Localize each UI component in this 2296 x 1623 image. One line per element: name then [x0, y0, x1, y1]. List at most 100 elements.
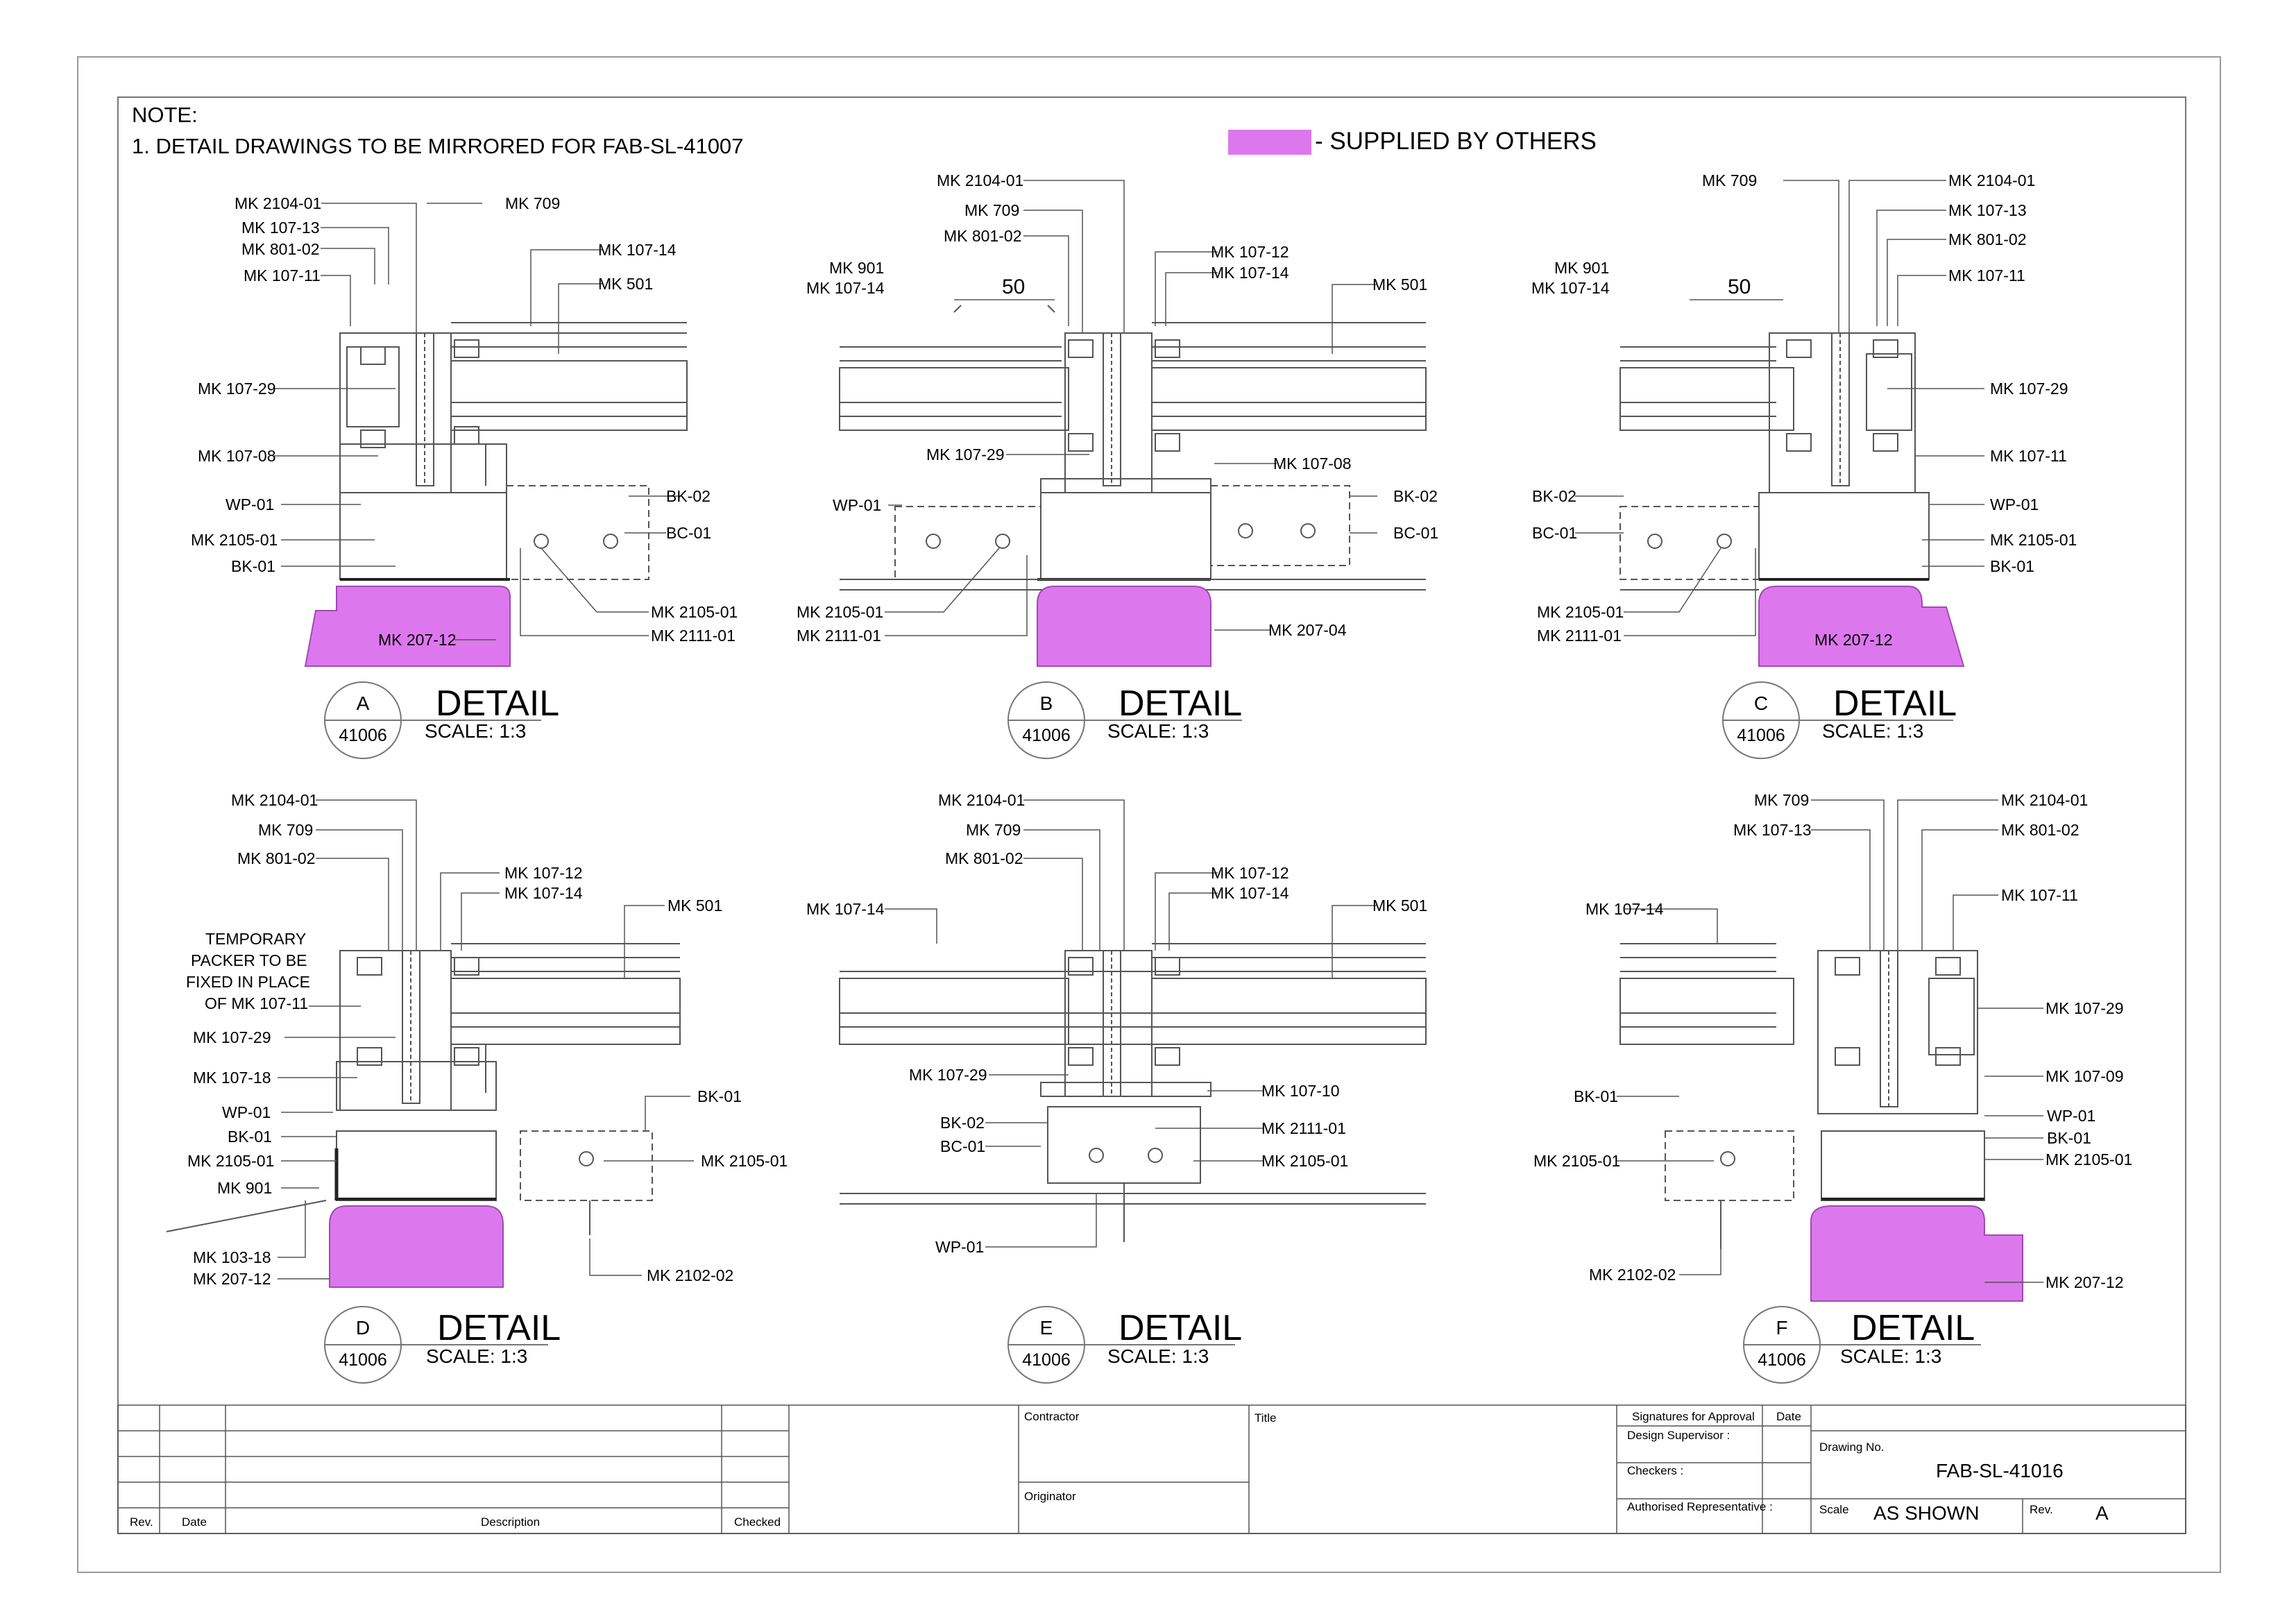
detail-title: DETAIL	[437, 1308, 561, 1348]
part-label: MK 107-14	[1211, 264, 1289, 282]
part-label: MK 801-02	[945, 849, 1023, 867]
part-label: MK 107-29	[198, 380, 276, 398]
detail-title: DETAIL	[1119, 1308, 1243, 1348]
part-label: MK 2111-01	[1537, 627, 1622, 645]
part-label: WP-01	[226, 495, 275, 513]
detail-scale: SCALE: 1:3	[1107, 1345, 1209, 1367]
detail-scale: SCALE: 1:3	[1822, 720, 1924, 742]
detail-bubbles	[324, 681, 1981, 1384]
part-label: MK 107-12	[504, 864, 583, 882]
part-label: MK 2105-01	[191, 531, 278, 549]
leader-lines	[274, 180, 2043, 1283]
part-label: BK-02	[666, 487, 711, 505]
part-label: MK 107-11	[1948, 266, 2025, 284]
part-label: MK 107-11	[1990, 447, 2067, 465]
detail-f-supplied	[1810, 1205, 2023, 1302]
part-label: MK 2105-01	[187, 1152, 275, 1170]
part-label: MK 801-02	[1948, 230, 2027, 248]
detail-f-drawing	[1619, 943, 1985, 1249]
part-label: BK-01	[228, 1128, 272, 1146]
part-label: MK 107-13	[241, 219, 320, 237]
checkers-label: Checkers :	[1627, 1464, 1684, 1477]
part-label: MK 107-29	[1990, 380, 2068, 398]
description-column-header: Description	[481, 1515, 541, 1529]
detail-letter: E	[1039, 1317, 1053, 1339]
part-label: BK-01	[697, 1087, 742, 1105]
part-label: MK 709	[1702, 171, 1758, 189]
scale-value: AS SHOWN	[1873, 1502, 1980, 1524]
part-label: MK 709	[258, 821, 314, 839]
part-label: PACKER TO BE	[191, 951, 307, 969]
checked-column-header: Checked	[734, 1515, 781, 1529]
part-label: BK-02	[1532, 487, 1576, 505]
part-label: MK 107-09	[2046, 1067, 2124, 1085]
part-label: MK 107-14	[1531, 279, 1610, 297]
part-label: MK 107-08	[198, 447, 276, 465]
part-label: MK 107-12	[1211, 864, 1289, 882]
part-label: MK 709	[966, 821, 1021, 839]
part-label: MK 501	[598, 275, 654, 293]
part-label: MK 2104-01	[231, 791, 318, 809]
part-label: BK-02	[1393, 487, 1438, 505]
dimension-label: 50	[1002, 275, 1026, 298]
detail-scale: SCALE: 1:3	[425, 720, 527, 742]
detail-sheet-ref: 41006	[1022, 1350, 1071, 1370]
detail-sheet-ref: 41006	[1737, 726, 1785, 745]
part-label: MK 107-18	[193, 1069, 271, 1087]
part-label: MK 801-02	[237, 849, 316, 867]
part-label: BC-01	[1532, 524, 1578, 542]
supplied-by-others-swatch	[1228, 130, 1311, 155]
detail-scale: SCALE: 1:3	[426, 1345, 528, 1367]
detail-sheet-ref: 41006	[1022, 726, 1071, 745]
rev-column-header: Rev.	[130, 1515, 153, 1529]
detail-c-drawing	[1619, 332, 1930, 590]
part-label: MK 801-02	[2001, 821, 2080, 839]
note-heading: NOTE:	[132, 103, 198, 127]
part-label: MK 207-04	[1268, 621, 1347, 639]
part-label: MK 107-29	[926, 445, 1005, 464]
part-label: MK 2105-01	[2046, 1150, 2133, 1169]
revision-label: Rev.	[2030, 1503, 2053, 1516]
revision-value: A	[2095, 1502, 2109, 1524]
part-label: MK 107-14	[806, 900, 885, 918]
part-label: MK 207-12	[1814, 631, 1893, 649]
title-label: Title	[1255, 1411, 1277, 1425]
part-label: MK 2104-01	[938, 791, 1026, 809]
part-label: BC-01	[1393, 524, 1439, 542]
part-label: MK 901	[829, 259, 885, 277]
part-label: MK 709	[964, 201, 1020, 219]
part-label: WP-01	[222, 1103, 271, 1121]
part-label: MK 207-12	[378, 631, 457, 649]
part-label: WP-01	[2047, 1107, 2096, 1125]
design-supervisor-label: Design Supervisor :	[1627, 1429, 1730, 1442]
part-label: BK-01	[1574, 1087, 1618, 1105]
detail-c-supplied	[1758, 586, 1965, 667]
detail-letter: F	[1776, 1317, 1788, 1339]
detail-e-drawing	[839, 943, 1427, 1242]
part-label: OF MK 107-11	[205, 994, 309, 1012]
part-label: MK 2111-01	[1261, 1119, 1346, 1137]
outer-border	[77, 56, 2221, 1573]
detail-sheet-ref: 41006	[1758, 1350, 1806, 1370]
detail-d-supplied	[329, 1205, 504, 1288]
drawing-number-value: FAB-SL-41016	[1936, 1460, 2064, 1481]
drawing-number-label: Drawing No.	[1819, 1441, 1885, 1454]
detail-sheet-ref: 41006	[339, 1350, 387, 1370]
part-label: MK 107-14	[598, 241, 677, 259]
part-label: MK 2111-01	[651, 627, 735, 645]
detail-title: DETAIL	[1833, 683, 1957, 724]
detail-letter: C	[1753, 692, 1769, 714]
part-label: BK-01	[231, 557, 275, 575]
part-label: MK 2105-01	[1537, 603, 1624, 621]
part-label: MK 501	[667, 897, 723, 915]
title-block-grid	[117, 1404, 2186, 1534]
detail-title: DETAIL	[1851, 1308, 1975, 1348]
originator-label: Originator	[1024, 1490, 1076, 1503]
part-label: MK 2105-01	[1261, 1152, 1349, 1170]
note-item-1: 1. DETAIL DRAWINGS TO BE MIRRORED FOR FA…	[132, 134, 744, 158]
part-label: MK 2105-01	[701, 1152, 788, 1170]
detail-scale: SCALE: 1:3	[1107, 720, 1209, 742]
part-label: BK-01	[1990, 557, 2034, 575]
part-label: BC-01	[666, 524, 712, 542]
